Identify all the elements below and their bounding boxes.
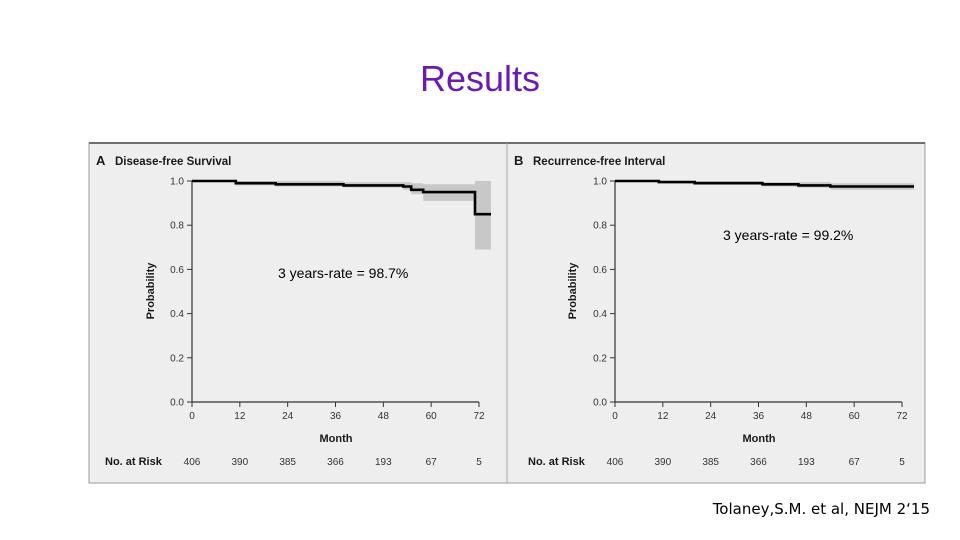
- panel-a-confidence-band: [192, 181, 491, 250]
- panel-b-letter: B: [514, 153, 523, 168]
- panel-b-risk-value: 385: [702, 457, 719, 468]
- panel-b-annotation: 3 years-rate = 99.2%: [723, 227, 853, 243]
- panel-a-y-tick-label: 0.6: [170, 265, 184, 276]
- panel-a-annotation: 3 years-rate = 98.7%: [278, 265, 408, 281]
- panel-a-risk-value: 193: [375, 457, 392, 468]
- citation: Tolaney,S.M. et al, NEJM 2‘15: [712, 500, 930, 518]
- panel-b-risk-value: 390: [654, 457, 671, 468]
- panel-b-x-tick-label: 60: [849, 411, 861, 422]
- panel-a-y-tick-label: 0.2: [170, 353, 184, 364]
- panel-b-y-tick-label: 0.8: [593, 221, 607, 232]
- panel-a-risk-value: 67: [426, 457, 438, 468]
- panel-b-risk-label: No. at Risk: [528, 456, 586, 468]
- panel-b-survival-curve: [615, 179, 914, 188]
- panel-a-y-tick-label: 0.0: [170, 398, 184, 409]
- panel-b-x-tick-label: 12: [657, 411, 669, 422]
- panel-b-ylabel: Probability: [567, 262, 579, 320]
- panel-a-y-tick-label: 1.0: [170, 177, 184, 188]
- panel-b-risk-value: 67: [849, 457, 861, 468]
- panel-a-x-tick-label: 0: [189, 411, 195, 422]
- panel-a-risk-value: 385: [279, 457, 296, 468]
- panel-b-x-tick-label: 48: [801, 411, 813, 422]
- panel-a-title: Disease-free Survival: [115, 156, 231, 168]
- panel-a: A Disease-free Survival Probability Mont…: [96, 153, 491, 468]
- panel-b-x-tick-label: 36: [753, 411, 765, 422]
- panel-b-risk-value: 406: [607, 457, 624, 468]
- panel-b-y-tick-label: 0.6: [593, 265, 607, 276]
- panel-a-y-tick-label: 0.4: [170, 309, 184, 320]
- panel-a-y-tick-label: 0.8: [170, 221, 184, 232]
- panel-b-x-tick-label: 24: [705, 411, 717, 422]
- panel-a-x-tick-label: 12: [234, 411, 246, 422]
- panel-b-xlabel: Month: [743, 433, 776, 445]
- panel-b-y-tick-label: 0.4: [593, 309, 607, 320]
- panel-a-x-tick-label: 72: [473, 411, 485, 422]
- panel-a-risk-value: 366: [327, 457, 344, 468]
- panel-b-y-tick-label: 0.2: [593, 353, 607, 364]
- panel-a-x-tick-label: 60: [426, 411, 438, 422]
- panel-b-risk-value: 366: [750, 457, 767, 468]
- panel-a-x-tick-label: 24: [282, 411, 294, 422]
- panel-a-x-tick-label: 48: [378, 411, 390, 422]
- panel-b-y-tick-label: 0.0: [593, 398, 607, 409]
- slide-title: Results: [419, 58, 541, 99]
- panel-a-risk-label: No. at Risk: [105, 456, 163, 468]
- panel-a-letter: A: [96, 153, 106, 168]
- panel-a-xlabel: Month: [320, 433, 353, 445]
- panel-b: B Recurrence-free Interval Probability M…: [514, 153, 914, 468]
- panel-a-x-tick-label: 36: [330, 411, 342, 422]
- panel-b-x-tick-label: 0: [612, 411, 618, 422]
- panel-a-risk-value: 406: [184, 457, 201, 468]
- panel-b-x-tick-label: 72: [896, 411, 908, 422]
- panel-b-y-tick-label: 1.0: [593, 177, 607, 188]
- panel-a-ylabel: Probability: [145, 262, 157, 320]
- panel-a-risk-value: 5: [476, 457, 482, 468]
- panel-a-survival-curve: [192, 179, 491, 216]
- panel-a-risk-value: 390: [231, 457, 248, 468]
- panel-b-risk-value: 193: [798, 457, 815, 468]
- panel-b-risk-value: 5: [899, 457, 905, 468]
- panel-b-title: Recurrence-free Interval: [533, 156, 665, 168]
